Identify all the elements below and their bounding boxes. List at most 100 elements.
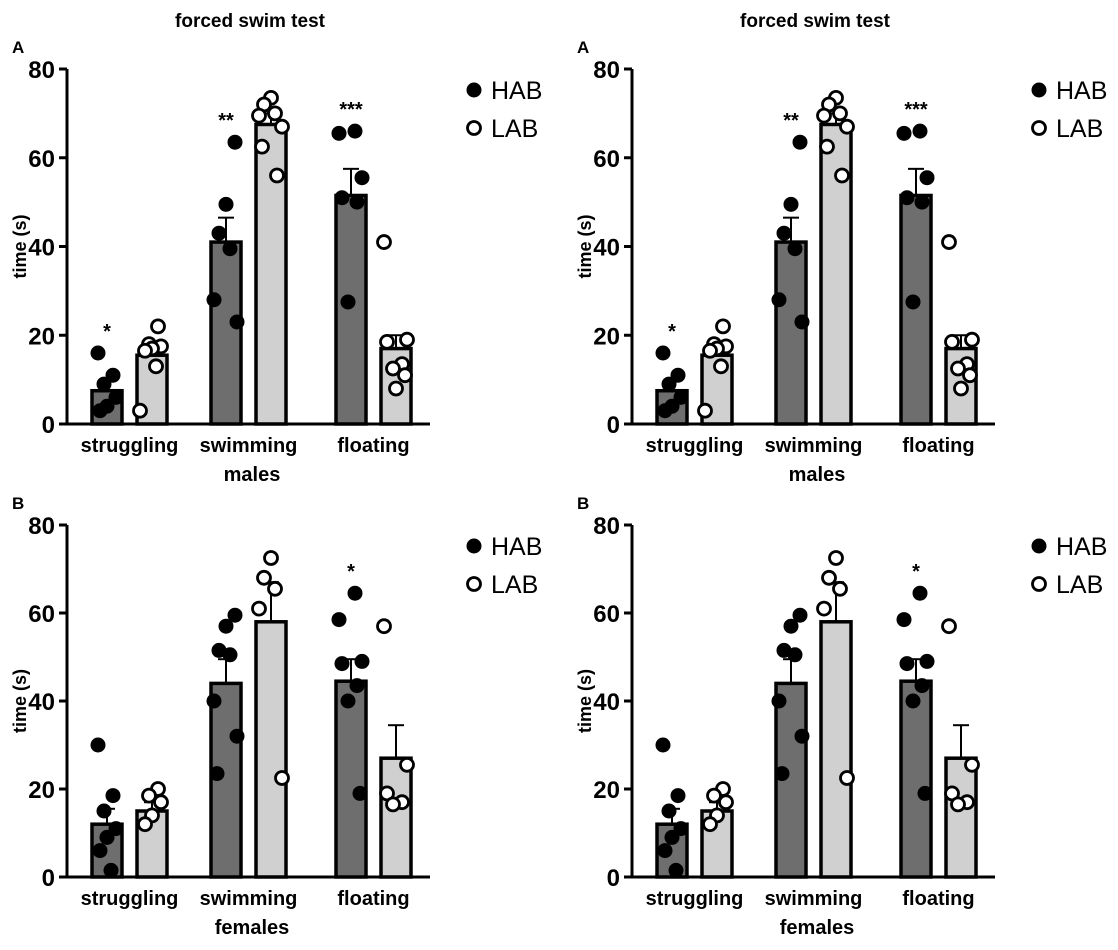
data-point-hab <box>331 612 347 628</box>
data-point-lab <box>141 787 157 804</box>
legend-label-hab: HAB <box>491 533 542 561</box>
y-axis-label: time (s) <box>10 214 30 278</box>
data-point-hab <box>206 292 222 308</box>
y-tick-label: 80 <box>28 57 55 84</box>
data-point-lab <box>839 118 855 135</box>
x-tick-label-floating: floating <box>902 435 974 457</box>
data-point-hab <box>783 618 799 634</box>
x-tick-label-swimming: swimming <box>765 435 863 457</box>
data-point-hab <box>354 653 370 669</box>
data-point-hab <box>227 134 243 150</box>
data-point-lab <box>697 402 713 419</box>
legend-label-hab: HAB <box>1056 533 1107 561</box>
legend-marker-hab <box>1031 82 1047 98</box>
x-tick-label-floating: floating <box>337 888 409 910</box>
data-point-lab <box>706 787 722 804</box>
data-point-hab <box>103 862 119 878</box>
x-axis-label: females <box>780 917 855 939</box>
x-tick-label-floating: floating <box>902 888 974 910</box>
data-point-hab <box>792 607 808 623</box>
data-point-hab <box>92 403 108 419</box>
significance-marker: *** <box>339 99 363 121</box>
y-tick-label: 0 <box>607 412 620 439</box>
data-point-hab <box>787 647 803 663</box>
data-point-hab <box>90 345 106 361</box>
data-point-lab <box>251 600 267 617</box>
data-point-lab <box>132 402 148 419</box>
data-point-lab <box>397 367 413 384</box>
data-point-lab <box>379 334 395 350</box>
data-point-lab <box>702 816 718 833</box>
data-point-hab <box>209 766 225 782</box>
x-axis-label: females <box>215 917 290 939</box>
data-point-lab <box>941 618 957 635</box>
data-point-hab <box>776 225 792 241</box>
data-point-lab <box>953 380 969 397</box>
data-point-lab <box>839 770 855 786</box>
data-point-hab <box>899 656 915 672</box>
data-point-lab <box>385 360 401 377</box>
y-tick-label: 60 <box>593 601 620 628</box>
y-tick-label: 20 <box>593 323 620 350</box>
y-tick-label: 80 <box>593 57 620 84</box>
y-tick-label: 60 <box>28 146 55 173</box>
data-point-hab <box>668 862 684 878</box>
data-point-hab <box>108 821 124 837</box>
data-point-hab <box>218 196 234 212</box>
data-point-hab <box>354 170 370 186</box>
data-point-hab <box>229 728 245 744</box>
data-point-lab <box>150 318 166 335</box>
data-point-lab <box>816 107 832 124</box>
y-tick-label: 0 <box>42 865 55 892</box>
y-tick-label: 60 <box>593 146 620 173</box>
data-point-hab <box>218 618 234 634</box>
panel-letter: A <box>12 38 24 57</box>
data-point-lab <box>713 358 729 375</box>
y-tick-label: 0 <box>42 412 55 439</box>
y-tick-label: 20 <box>593 777 620 804</box>
data-point-hab <box>108 389 124 405</box>
legend-label-lab: LAB <box>1056 115 1103 143</box>
x-tick-label-struggling: struggling <box>81 435 179 457</box>
data-point-hab <box>914 194 930 210</box>
data-point-hab <box>771 292 787 308</box>
data-point-lab <box>718 794 734 811</box>
legend-marker-hab <box>466 82 482 98</box>
data-point-hab <box>96 803 112 819</box>
panel-b: B 0 20 40 60 80 time (s) struggling swimming floa… <box>10 494 542 939</box>
data-point-hab <box>905 294 921 310</box>
significance-marker: ** <box>218 110 234 132</box>
data-point-lab <box>962 367 978 384</box>
legend-label-lab: LAB <box>1056 571 1103 599</box>
data-point-hab <box>222 647 238 663</box>
data-point-hab <box>774 766 790 782</box>
data-point-lab <box>399 331 415 348</box>
x-tick-label-swimming: swimming <box>200 888 298 910</box>
data-point-lab <box>821 569 837 586</box>
data-point-hab <box>896 612 912 628</box>
panel-letter: B <box>12 494 24 513</box>
data-point-hab <box>340 294 356 310</box>
significance-marker: ** <box>783 110 799 132</box>
data-point-hab <box>206 693 222 709</box>
data-point-lab <box>702 342 718 359</box>
data-point-lab <box>944 334 960 350</box>
data-point-lab <box>834 167 850 184</box>
x-tick-label-struggling: struggling <box>646 888 744 910</box>
data-point-lab <box>832 105 848 122</box>
data-point-lab <box>267 105 283 122</box>
data-point-hab <box>99 829 115 845</box>
data-point-hab <box>657 843 673 859</box>
x-tick-label-struggling: struggling <box>81 888 179 910</box>
data-point-lab <box>137 342 153 359</box>
data-point-hab <box>105 788 121 804</box>
data-point-hab <box>655 737 671 753</box>
data-point-hab <box>331 125 347 141</box>
data-point-lab <box>274 118 290 135</box>
y-tick-label: 0 <box>607 865 620 892</box>
bar-hab-floating <box>899 193 933 426</box>
data-point-lab <box>267 580 283 597</box>
bar-hab-floating <box>334 193 368 426</box>
data-point-hab <box>227 607 243 623</box>
bar-lab-floating <box>944 756 978 879</box>
